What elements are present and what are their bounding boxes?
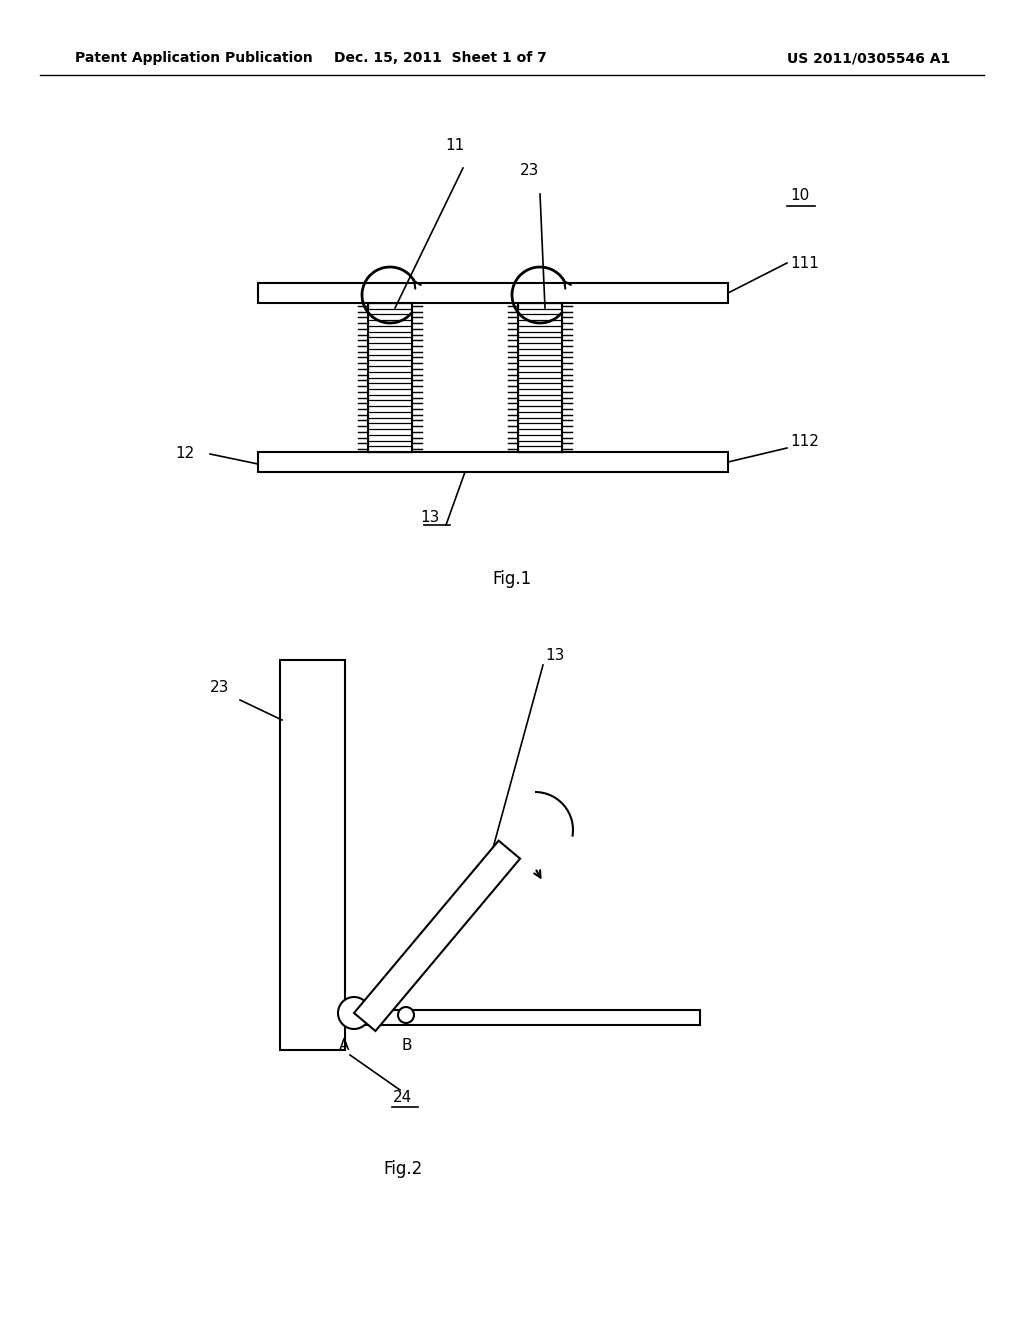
Text: 24: 24 xyxy=(393,1090,413,1105)
Text: Patent Application Publication: Patent Application Publication xyxy=(75,51,312,65)
Bar xyxy=(345,1010,700,1026)
Text: 112: 112 xyxy=(790,434,819,450)
Circle shape xyxy=(398,1007,414,1023)
Text: 23: 23 xyxy=(520,162,540,178)
Text: US 2011/0305546 A1: US 2011/0305546 A1 xyxy=(786,51,950,65)
Text: 10: 10 xyxy=(790,187,809,202)
Text: 12: 12 xyxy=(175,446,195,462)
Bar xyxy=(258,282,728,304)
Text: 11: 11 xyxy=(445,139,465,153)
Text: 23: 23 xyxy=(210,681,229,696)
Polygon shape xyxy=(354,841,520,1031)
Text: Fig.1: Fig.1 xyxy=(493,570,531,587)
Text: 13: 13 xyxy=(545,648,564,663)
Text: Dec. 15, 2011  Sheet 1 of 7: Dec. 15, 2011 Sheet 1 of 7 xyxy=(334,51,547,65)
Text: 13: 13 xyxy=(420,510,439,525)
Bar xyxy=(258,451,728,473)
Text: Fig.2: Fig.2 xyxy=(383,1160,423,1177)
Text: 111: 111 xyxy=(790,256,819,271)
Text: B: B xyxy=(401,1038,413,1053)
Text: A: A xyxy=(339,1038,349,1053)
Bar xyxy=(280,660,345,1049)
Circle shape xyxy=(338,997,370,1030)
